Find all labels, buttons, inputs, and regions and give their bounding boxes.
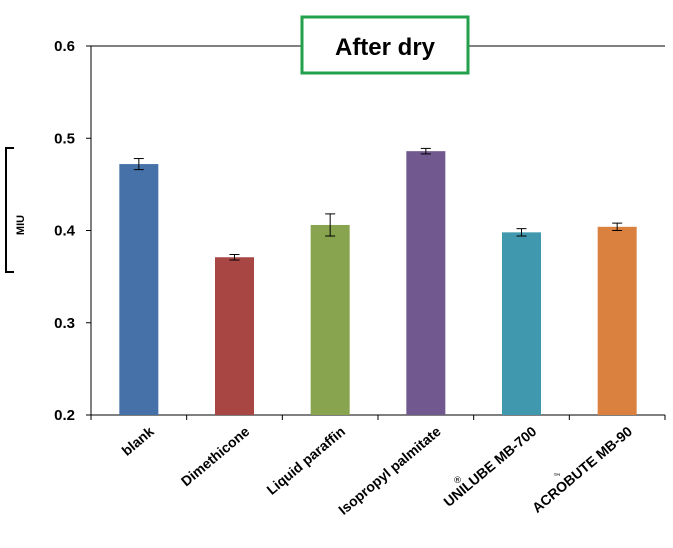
x-category-label: Liquid paraffin	[263, 423, 348, 498]
y-axis-label: MIU	[15, 215, 27, 235]
error-bar	[229, 253, 240, 261]
y-tick-label: 0.4	[54, 223, 76, 240]
error-bar	[325, 213, 336, 237]
error-bar	[420, 147, 431, 155]
x-category-label: blank	[118, 423, 156, 459]
chart-title-box: After dry	[300, 15, 470, 75]
trademark-mark: ™	[553, 473, 562, 483]
error-bar	[612, 222, 623, 231]
x-category-label: Isopropyl palmitate	[335, 423, 444, 518]
y-tick-label: 0.6	[54, 38, 75, 55]
bar-dimethicone	[215, 257, 254, 415]
bar-acrobute-mb-90	[597, 226, 637, 415]
y-axis-label-box: MIU	[5, 147, 27, 273]
chart-title: After dry	[335, 34, 436, 61]
y-tick-label: 0.2	[54, 407, 75, 424]
trademark-mark: ®	[453, 476, 462, 486]
error-bar	[516, 228, 527, 237]
bar-unilube-mb-700	[502, 232, 541, 415]
bar-isopropyl-palmitate	[406, 151, 446, 416]
x-category-label: UNILUBE MB-700	[440, 423, 539, 510]
x-category-label: Dimethicone	[178, 423, 253, 489]
error-bar	[133, 158, 144, 171]
x-category-label: ACROBUTE MB-90	[529, 423, 635, 516]
y-tick-label: 0.3	[54, 315, 75, 332]
bar-liquid-paraffin	[310, 224, 350, 415]
y-tick-label: 0.5	[54, 130, 75, 147]
bar-blank	[119, 164, 159, 415]
